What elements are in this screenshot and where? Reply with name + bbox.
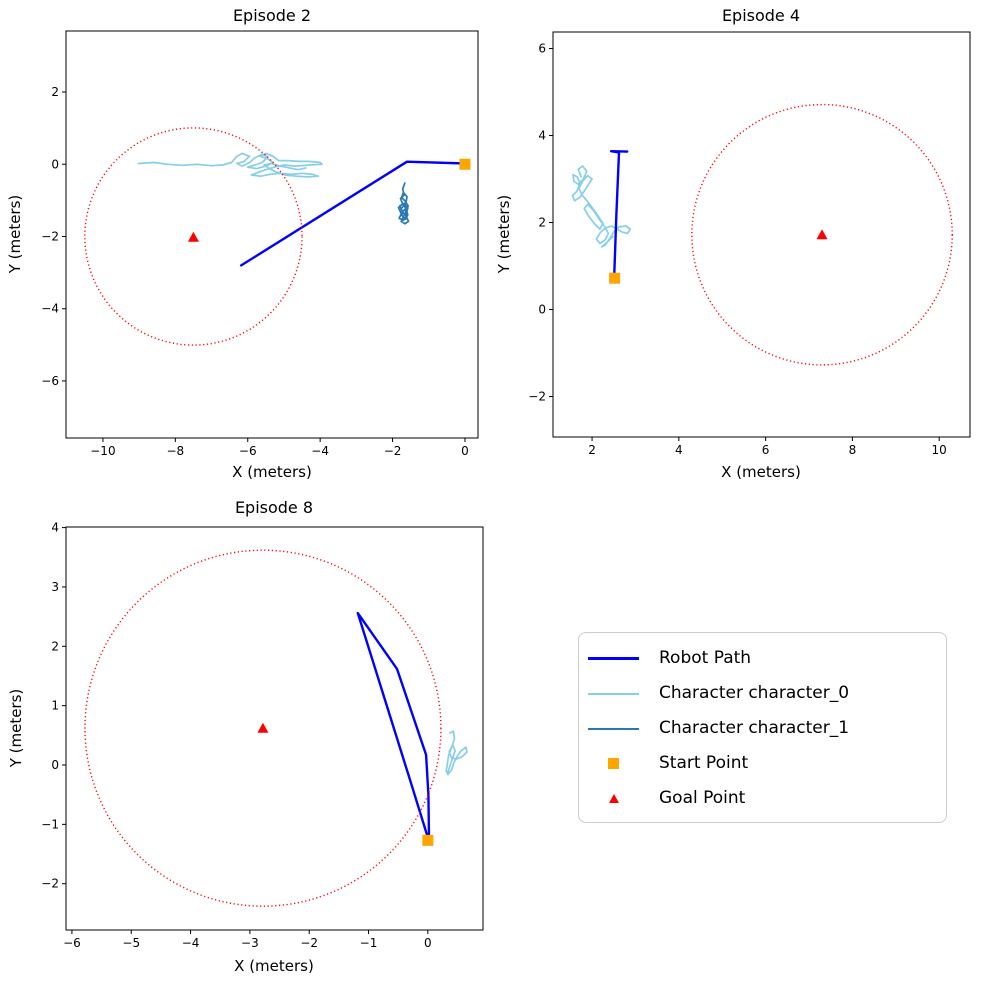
x-tick-label: 10 <box>932 443 947 457</box>
goal-region-circle <box>691 103 953 366</box>
panel-episode-2: −10 −8 −6 −4 −2 0 −6 −4 −2 0 2 <box>41 30 479 458</box>
goal-point-marker-icon <box>588 794 639 803</box>
x-tick-label: −2 <box>384 444 402 458</box>
x-tick-label: 6 <box>762 443 770 457</box>
goal-point-marker <box>257 722 269 733</box>
goal-point-marker <box>187 231 199 242</box>
y-tick-label: 2 <box>51 85 59 99</box>
goal-region-circle <box>84 127 303 346</box>
axes-frame <box>65 526 484 931</box>
y-tick-label: −6 <box>41 374 59 388</box>
x-tick-label: −10 <box>90 444 115 458</box>
episode-8-title: Episode 8 <box>234 498 314 517</box>
robot-path-marker-icon <box>588 657 639 660</box>
y-tick-label: 2 <box>538 216 546 230</box>
y-tick-label: −2 <box>41 229 59 243</box>
y-tick-label: 3 <box>51 580 59 594</box>
start-point-marker <box>459 158 471 170</box>
legend-item-label: Goal Point <box>659 788 746 808</box>
legend: Robot Path Character character_0 Character… <box>578 632 947 823</box>
x-tick-label: −6 <box>239 444 257 458</box>
y-tick-label: 0 <box>51 157 59 171</box>
axes-frame <box>65 30 479 439</box>
x-tick-label: 0 <box>424 936 432 950</box>
x-tick-label: 0 <box>461 444 469 458</box>
legend-item-label: Robot Path <box>659 648 752 668</box>
x-tick-label: −8 <box>166 444 184 458</box>
character-character_0-line <box>571 165 632 248</box>
character-0-glyph <box>588 692 639 695</box>
y-tick-label: 0 <box>538 303 546 317</box>
robot-path-line <box>239 160 467 267</box>
y-tick-label: −2 <box>41 877 59 891</box>
episode-2-title: Episode 2 <box>232 6 312 25</box>
x-tick-label: −6 <box>63 936 81 950</box>
x-tick-label: −4 <box>182 936 200 950</box>
character-0-marker-icon <box>588 692 639 695</box>
x-tick-label: −1 <box>360 936 378 950</box>
panel-episode-4: 2 4 6 8 10 −2 0 2 4 6 <box>528 31 971 457</box>
episode-2-ylabel: Y (meters) <box>6 194 24 274</box>
x-tick-label: −4 <box>311 444 329 458</box>
legend-item-goal-point: Goal Point <box>579 781 946 816</box>
episode-4-title: Episode 4 <box>721 6 801 25</box>
character-character_0-line <box>445 730 468 776</box>
y-tick-label: −4 <box>41 302 59 316</box>
legend-item-start-point: Start Point <box>579 746 946 781</box>
y-tick-label: 6 <box>538 42 546 56</box>
y-tick-label: 1 <box>51 699 59 713</box>
episode-4-ylabel: Y (meters) <box>495 194 513 274</box>
episode-8-xlabel: X (meters) <box>234 957 314 975</box>
x-tick-label: 4 <box>675 443 683 457</box>
y-tick-label: 4 <box>538 129 546 143</box>
y-tick-label: −2 <box>528 390 546 404</box>
y-tick-label: 0 <box>51 758 59 772</box>
panel-episode-8: −6 −5 −4 −3 −2 −1 0 −2 −1 0 1 2 3 4 <box>41 521 484 950</box>
legend-item-character-0: Character character_0 <box>579 676 946 711</box>
x-tick-label: 8 <box>849 443 857 457</box>
legend-item-label: Character character_0 <box>659 683 850 703</box>
x-tick-label: −3 <box>241 936 259 950</box>
legend-item-character-1: Character character_1 <box>579 711 946 746</box>
robot-path-glyph <box>588 657 639 660</box>
start-point-glyph <box>608 758 619 769</box>
y-tick-label: 2 <box>51 639 59 653</box>
x-tick-label: −5 <box>122 936 140 950</box>
episode-2-xlabel: X (meters) <box>232 463 312 481</box>
legend-item-label: Start Point <box>659 753 749 773</box>
character-1-glyph <box>588 727 639 730</box>
character-1-marker-icon <box>588 727 639 730</box>
robot-path-line <box>356 611 431 839</box>
y-tick-label: −1 <box>41 817 59 831</box>
start-point-marker <box>422 834 434 846</box>
goal-region-circle <box>84 549 442 907</box>
character-character_0-line <box>137 152 323 178</box>
x-tick-label: −2 <box>300 936 318 950</box>
y-tick-label: 4 <box>51 521 59 535</box>
character-character_1-line <box>397 182 410 225</box>
legend-item-robot-path: Robot Path <box>579 641 946 676</box>
goal-point-glyph <box>608 794 619 803</box>
goal-point-marker <box>816 229 828 240</box>
robot-path-line <box>609 149 629 278</box>
start-point-marker <box>609 272 621 284</box>
legend-item-label: Character character_1 <box>659 718 850 738</box>
episode-8-ylabel: Y (meters) <box>7 688 25 768</box>
x-tick-label: 2 <box>588 443 596 457</box>
episode-4-xlabel: X (meters) <box>721 463 801 481</box>
axes-frame <box>552 31 971 438</box>
start-point-marker-icon <box>588 758 639 769</box>
